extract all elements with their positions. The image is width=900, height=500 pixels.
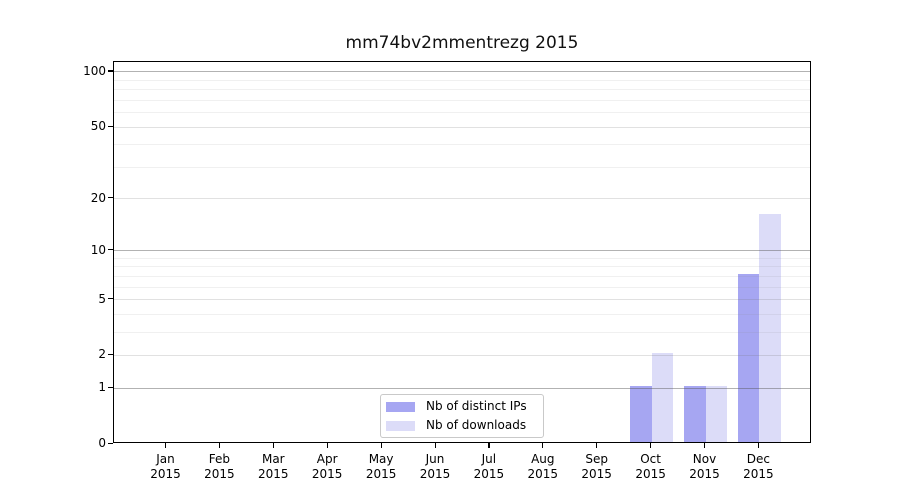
x-tick-year: 2015 xyxy=(204,467,235,481)
x-tick-mark xyxy=(380,443,382,448)
x-tick-mark xyxy=(326,443,328,448)
x-tick-mark xyxy=(488,443,490,448)
y-axis-tick-label: 2 xyxy=(98,347,106,362)
y-axis-tick-label: 0 xyxy=(98,436,106,450)
grid-layer xyxy=(114,62,810,442)
gridline xyxy=(114,275,810,277)
x-tick-month: Aug xyxy=(531,452,555,466)
x-tick-month: Jun xyxy=(425,452,445,466)
gridline xyxy=(114,354,810,356)
plot-area: Nb of distinct IPs Nb of downloads xyxy=(113,61,811,443)
y-axis-tick-label: 20 xyxy=(90,190,106,205)
x-axis-tick-label: Nov 2015 xyxy=(673,452,737,482)
x-tick-year: 2015 xyxy=(419,467,451,481)
x-tick-month: Nov xyxy=(692,452,717,466)
gridline xyxy=(114,198,810,200)
y-tick-mark xyxy=(108,197,113,199)
legend-label: Nb of downloads xyxy=(426,418,527,432)
y-axis-tick-label: 100 xyxy=(83,63,106,78)
x-tick-mark xyxy=(704,443,706,448)
x-tick-year: 2015 xyxy=(365,467,397,481)
x-tick-month: Feb xyxy=(208,452,231,466)
gridline xyxy=(114,112,810,114)
gridline xyxy=(114,286,810,288)
legend-row: Nb of downloads xyxy=(386,419,534,432)
bar-distinct-ips xyxy=(684,386,706,442)
gridline xyxy=(114,250,810,252)
x-axis-tick-label: Oct 2015 xyxy=(619,452,683,482)
legend: Nb of distinct IPs Nb of downloads xyxy=(380,394,544,438)
y-tick-mark xyxy=(108,125,113,127)
x-axis-tick-label: Jan 2015 xyxy=(134,452,198,482)
gridline xyxy=(114,144,810,146)
x-tick-year: 2015 xyxy=(311,467,343,481)
y-axis-tick-label: 1 xyxy=(98,380,106,395)
x-axis-tick-label: Feb 2015 xyxy=(187,452,251,482)
gridline xyxy=(114,266,810,268)
x-tick-year: 2015 xyxy=(258,467,289,481)
x-tick-mark xyxy=(434,443,436,448)
x-tick-month: Mar xyxy=(261,452,285,466)
x-tick-year: 2015 xyxy=(150,467,181,481)
legend-row: Nb of distinct IPs xyxy=(386,400,534,413)
legend-swatch-distinct-ips xyxy=(386,401,415,412)
x-tick-mark xyxy=(542,443,544,448)
bar-downloads xyxy=(759,213,781,442)
x-axis-tick-label: Jul 2015 xyxy=(457,452,521,482)
y-tick-mark xyxy=(108,70,113,72)
x-tick-mark xyxy=(596,443,598,448)
x-tick-month: Jan xyxy=(156,452,175,466)
x-tick-year: 2015 xyxy=(473,467,505,481)
x-tick-year: 2015 xyxy=(527,467,559,481)
gridline xyxy=(114,79,810,81)
y-tick-mark xyxy=(108,298,113,300)
gridline xyxy=(114,313,810,315)
gridline xyxy=(114,71,810,73)
x-axis-tick-label: Jun 2015 xyxy=(403,452,467,482)
gridline xyxy=(114,99,810,101)
x-axis-tick-label: Mar 2015 xyxy=(241,452,305,482)
bar-distinct-ips xyxy=(630,386,652,442)
x-tick-month: Jul xyxy=(481,452,497,466)
x-tick-month: Apr xyxy=(316,452,338,466)
chart-title: mm74bv2mmentrezg 2015 xyxy=(345,33,579,53)
gridline xyxy=(114,166,810,168)
gridline xyxy=(114,126,810,128)
x-tick-month: Dec xyxy=(746,452,770,466)
gridline xyxy=(114,299,810,301)
bar-downloads xyxy=(705,386,727,442)
x-tick-month: May xyxy=(368,452,394,466)
y-tick-mark xyxy=(108,249,113,251)
x-axis-tick-label: Apr 2015 xyxy=(295,452,359,482)
x-tick-year: 2015 xyxy=(743,467,774,481)
gridline xyxy=(114,89,810,91)
x-tick-year: 2015 xyxy=(635,467,666,481)
x-axis-tick-label: Dec 2015 xyxy=(726,452,790,482)
y-axis-tick-label: 10 xyxy=(90,242,106,257)
x-tick-mark xyxy=(757,443,760,448)
x-axis-tick-label: Sep 2015 xyxy=(565,452,629,482)
x-tick-year: 2015 xyxy=(581,467,612,481)
x-tick-month: Sep xyxy=(585,452,608,466)
y-tick-mark xyxy=(108,353,113,356)
gridline xyxy=(114,331,810,333)
legend-label: Nb of distinct IPs xyxy=(426,399,527,413)
y-axis-tick-label: 5 xyxy=(98,291,106,306)
bar-distinct-ips xyxy=(737,274,760,442)
x-tick-year: 2015 xyxy=(689,467,720,481)
x-tick-mark xyxy=(650,443,652,448)
x-axis-tick-label: Aug 2015 xyxy=(511,452,575,482)
x-axis-tick-label: May 2015 xyxy=(349,452,413,482)
x-tick-mark xyxy=(272,443,274,448)
bar-downloads xyxy=(651,353,674,442)
legend-swatch-downloads xyxy=(386,420,415,431)
gridline xyxy=(114,257,810,259)
y-axis-tick-label: 50 xyxy=(90,119,106,134)
x-tick-month: Oct xyxy=(640,452,661,466)
x-tick-mark xyxy=(165,443,167,448)
x-tick-mark xyxy=(218,443,221,448)
y-tick-mark xyxy=(108,442,113,444)
y-tick-mark xyxy=(108,386,113,388)
